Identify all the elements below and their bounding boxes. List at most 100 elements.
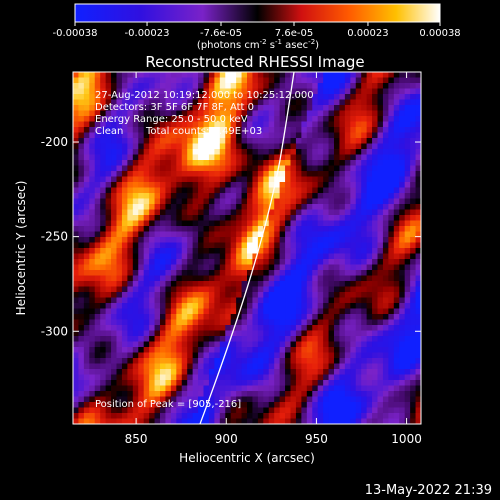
heatmap-cell (143, 286, 150, 293)
heatmap-cell (160, 182, 166, 188)
heatmap-cell (268, 253, 275, 260)
heatmap-cell (116, 374, 123, 381)
heatmap-cell (121, 358, 128, 364)
heatmap-cell (279, 176, 286, 183)
heatmap-cell (165, 330, 172, 337)
heatmap-cell (350, 363, 357, 370)
heatmap-cell (317, 402, 324, 408)
heatmap-cell (236, 116, 242, 122)
heatmap-cell (290, 121, 297, 128)
heatmap-cell (372, 336, 378, 342)
heatmap-cell (160, 83, 166, 89)
heatmap-cell (241, 341, 248, 348)
heatmap-cell (268, 138, 275, 144)
heatmap-cell (285, 347, 291, 353)
heatmap-cell (404, 132, 411, 139)
heatmap-cell (89, 83, 96, 89)
heatmap-cell (355, 77, 362, 84)
heatmap-cell (187, 286, 194, 293)
heatmap-cell (176, 308, 183, 315)
heatmap-cell (127, 380, 134, 386)
heatmap-cell (154, 121, 161, 128)
heatmap-cell (94, 127, 101, 133)
heatmap-cell (160, 396, 166, 403)
heatmap-cell (361, 204, 368, 210)
heatmap-cell (225, 143, 232, 150)
heatmap-cell (192, 418, 199, 424)
heatmap-cell (121, 286, 128, 293)
heatmap-cell (89, 171, 96, 177)
heatmap-cell (388, 308, 395, 315)
heatmap-cell (78, 264, 85, 271)
heatmap-cell (312, 237, 319, 243)
heatmap-cell (181, 407, 188, 414)
heatmap-cell (344, 198, 351, 205)
heatmap-cell (263, 187, 270, 194)
heatmap-cell (73, 149, 79, 155)
heatmap-cell (323, 275, 329, 282)
heatmap-cell (388, 259, 395, 265)
heatmap-cell (198, 105, 204, 111)
heatmap-cell (94, 374, 101, 381)
heatmap-cell (192, 292, 199, 298)
heatmap-cell (116, 347, 123, 353)
heatmap-cell (355, 319, 362, 326)
heatmap-cell (274, 352, 281, 359)
heatmap-cell (317, 110, 324, 117)
heatmap-cell (415, 226, 421, 232)
heatmap-cell (198, 204, 204, 210)
heatmap-cell (285, 149, 291, 155)
heatmap-cell (105, 154, 112, 161)
heatmap-cell (247, 116, 253, 122)
heatmap-cell (208, 77, 215, 84)
heatmap-cell (143, 374, 150, 381)
heatmap-cell (83, 165, 90, 172)
heatmap-cell (404, 314, 411, 320)
heatmap-cell (312, 231, 319, 238)
heatmap-cell (257, 204, 264, 210)
heatmap-cell (355, 281, 362, 287)
heatmap-cell (317, 253, 324, 260)
heatmap-cell (317, 171, 324, 177)
heatmap-cell (361, 138, 368, 144)
heatmap-cell (339, 418, 346, 424)
heatmap-cell (268, 380, 275, 386)
heatmap-cell (214, 281, 221, 287)
heatmap-cell (399, 226, 406, 232)
heatmap-cell (393, 330, 400, 337)
heatmap-cell (350, 308, 357, 315)
heatmap-cell (295, 176, 302, 183)
heatmap-cell (138, 314, 145, 320)
heatmap-cell (361, 209, 368, 216)
heatmap-cell (187, 248, 194, 254)
heatmap-cell (176, 105, 183, 111)
heatmap-cell (306, 143, 313, 150)
heatmap-cell (263, 314, 270, 320)
heatmap-cell (323, 193, 329, 199)
heatmap-cell (344, 264, 351, 271)
heatmap-cell (252, 132, 259, 139)
heatmap-cell (415, 402, 421, 408)
heatmap-cell (415, 396, 421, 403)
heatmap-cell (230, 226, 237, 232)
heatmap-cell (214, 259, 221, 265)
heatmap-cell (295, 352, 302, 359)
heatmap-cell (339, 297, 346, 304)
heatmap-cell (252, 116, 259, 122)
heatmap-cell (279, 259, 286, 265)
heatmap-cell (285, 231, 291, 238)
heatmap-cell (366, 231, 373, 238)
heatmap-cell (382, 281, 389, 287)
heatmap-cell (73, 363, 79, 370)
heatmap-cell (317, 204, 324, 210)
heatmap-cell (127, 99, 134, 106)
heatmap-cell (382, 226, 389, 232)
heatmap-cell (355, 171, 362, 177)
heatmap-cell (149, 231, 155, 238)
heatmap-cell (415, 165, 421, 172)
heatmap-cell (274, 308, 281, 315)
heatmap-cell (187, 402, 194, 408)
heatmap-cell (214, 72, 221, 78)
heatmap-cell (89, 314, 96, 320)
colorbar (74, 3, 441, 23)
